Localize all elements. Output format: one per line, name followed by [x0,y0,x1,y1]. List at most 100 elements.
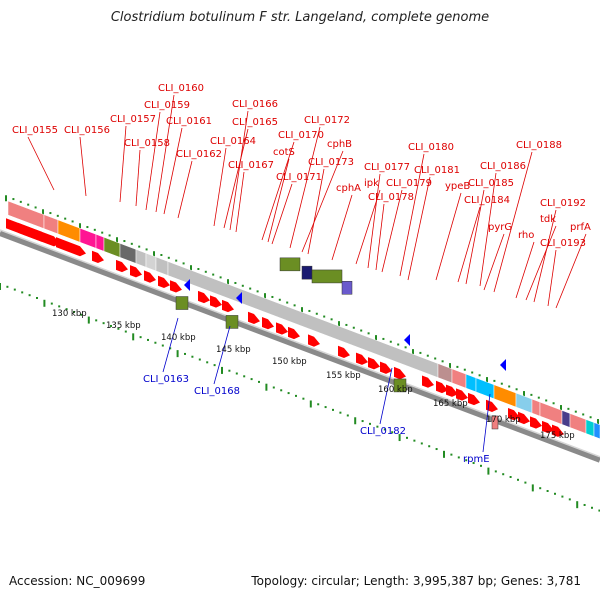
gene-leader-line [213,147,227,227]
cog-block [539,401,563,425]
gene-label: CLI_0158 [124,138,170,149]
gene-label: rpmE [463,454,490,465]
gene-arrow [248,311,260,325]
feature-block [279,257,301,272]
gene-arrow [456,388,468,401]
gene-leader-line [331,194,353,261]
reverse-arrow [404,334,410,346]
reverse-arrow [184,279,190,291]
gene-leader-line [493,151,533,293]
gene-leader-line [479,172,497,287]
reverse-arrow [236,292,242,304]
gene-label: cphB [327,139,352,150]
feature-block [175,296,189,310]
gene-arrow [542,420,554,434]
gene-arrow [308,334,320,347]
gene-label: CLI_0182 [360,426,406,437]
gene-label: CLI_0167 [228,160,274,171]
reverse-arrow [500,359,506,371]
cog-color-strip [7,200,600,440]
gene-leader-line [135,149,141,207]
feature-block [491,415,499,430]
gene-arrow [356,352,368,365]
gene-leader-line [515,241,535,299]
gene-label: CLI_0171 [276,172,322,183]
gene-label: CLI_0160 [158,83,204,94]
ruler-label: 140 kbp [161,333,196,343]
gene-leader-line [533,209,557,303]
gene-label: rho [518,230,534,241]
gene-label: ipk [364,178,379,189]
cog-block [493,384,517,408]
genome-backbone [0,229,600,463]
gene-arrow [262,317,274,330]
cog-block [475,377,495,400]
ruler-label: 175 kbp [540,431,575,441]
gene-label: CLI_0161 [166,116,212,127]
gene-arrow [30,227,60,247]
gene-arrow [446,384,458,397]
gene-label: CLI_0181 [414,165,460,176]
gene-arrow [158,275,170,288]
gene-leader-line [119,125,127,203]
feature-block [311,269,343,284]
gene-arrow [288,326,300,340]
ruler-label: 130 kbp [52,309,87,319]
ruler-label: 150 kbp [272,357,307,367]
gene-leader-line [223,128,249,229]
cog-block [135,249,147,268]
feature-block [301,265,313,280]
gene-leader-line [307,168,325,255]
gene-label: CLI_0164 [210,136,256,147]
gene-label: CLI_0156 [64,125,110,136]
gene-label: CLI_0159 [144,100,190,111]
cog-block [119,242,137,264]
map-title: Clostridium botulinum F str. Langeland, … [110,10,490,25]
gene-label: cotS [273,147,295,158]
cog-block [95,233,105,252]
gene-arrow [368,357,380,370]
gene-label: CLI_0178 [368,192,414,203]
feature-block [341,281,353,295]
gene-label: CLI_0184 [464,195,510,206]
gene-leader-line [435,192,462,281]
gene-label: cphA [336,183,361,194]
ruler-label: 135 kbp [106,321,141,331]
gene-label: CLI_0179 [386,178,432,189]
gene-arrow [210,295,222,308]
gene-leader-line [407,176,431,281]
gene-label: CLI_0186 [480,161,526,172]
gene-label: CLI_0193 [540,238,586,249]
feature-block [225,315,239,329]
gene-leader-line [381,189,403,273]
genome-summary-text: Topology: circular; Length: 3,995,387 bp… [251,574,581,588]
forward-gene-arrows [6,218,564,437]
gene-arrow [552,424,564,437]
gene-leader-line [483,233,505,291]
feature-block [393,378,407,393]
gene-label: ypeB [445,181,470,192]
gene-arrow [92,250,104,264]
gene-leader-line [465,189,485,285]
ruler-label: 160 kbp [378,385,413,395]
gene-label: prfA [570,222,591,233]
gene-label: CLI_0192 [540,198,586,209]
gene-leader-line [367,173,381,269]
gene-label: CLI_0188 [516,140,562,151]
reverse-gene-labels: CLI_0163 CLI_0168 CLI_0182 rpmE [143,317,491,465]
gene-arrow [468,392,480,406]
gene-leader-line [229,110,249,231]
gene-arrow [116,259,128,273]
gene-arrow [436,380,448,394]
gene-leader-line [457,206,481,283]
gene-label: CLI_0185 [468,178,514,189]
cog-block [593,422,600,440]
gene-label: CLI_0172 [304,115,350,126]
gene-label: CLI_0157 [110,114,156,125]
cog-block [79,227,97,249]
cog-block [43,214,59,235]
gene-leader-line [177,160,193,219]
backbone-highlight [0,229,600,458]
gene-leader-line [155,94,175,213]
